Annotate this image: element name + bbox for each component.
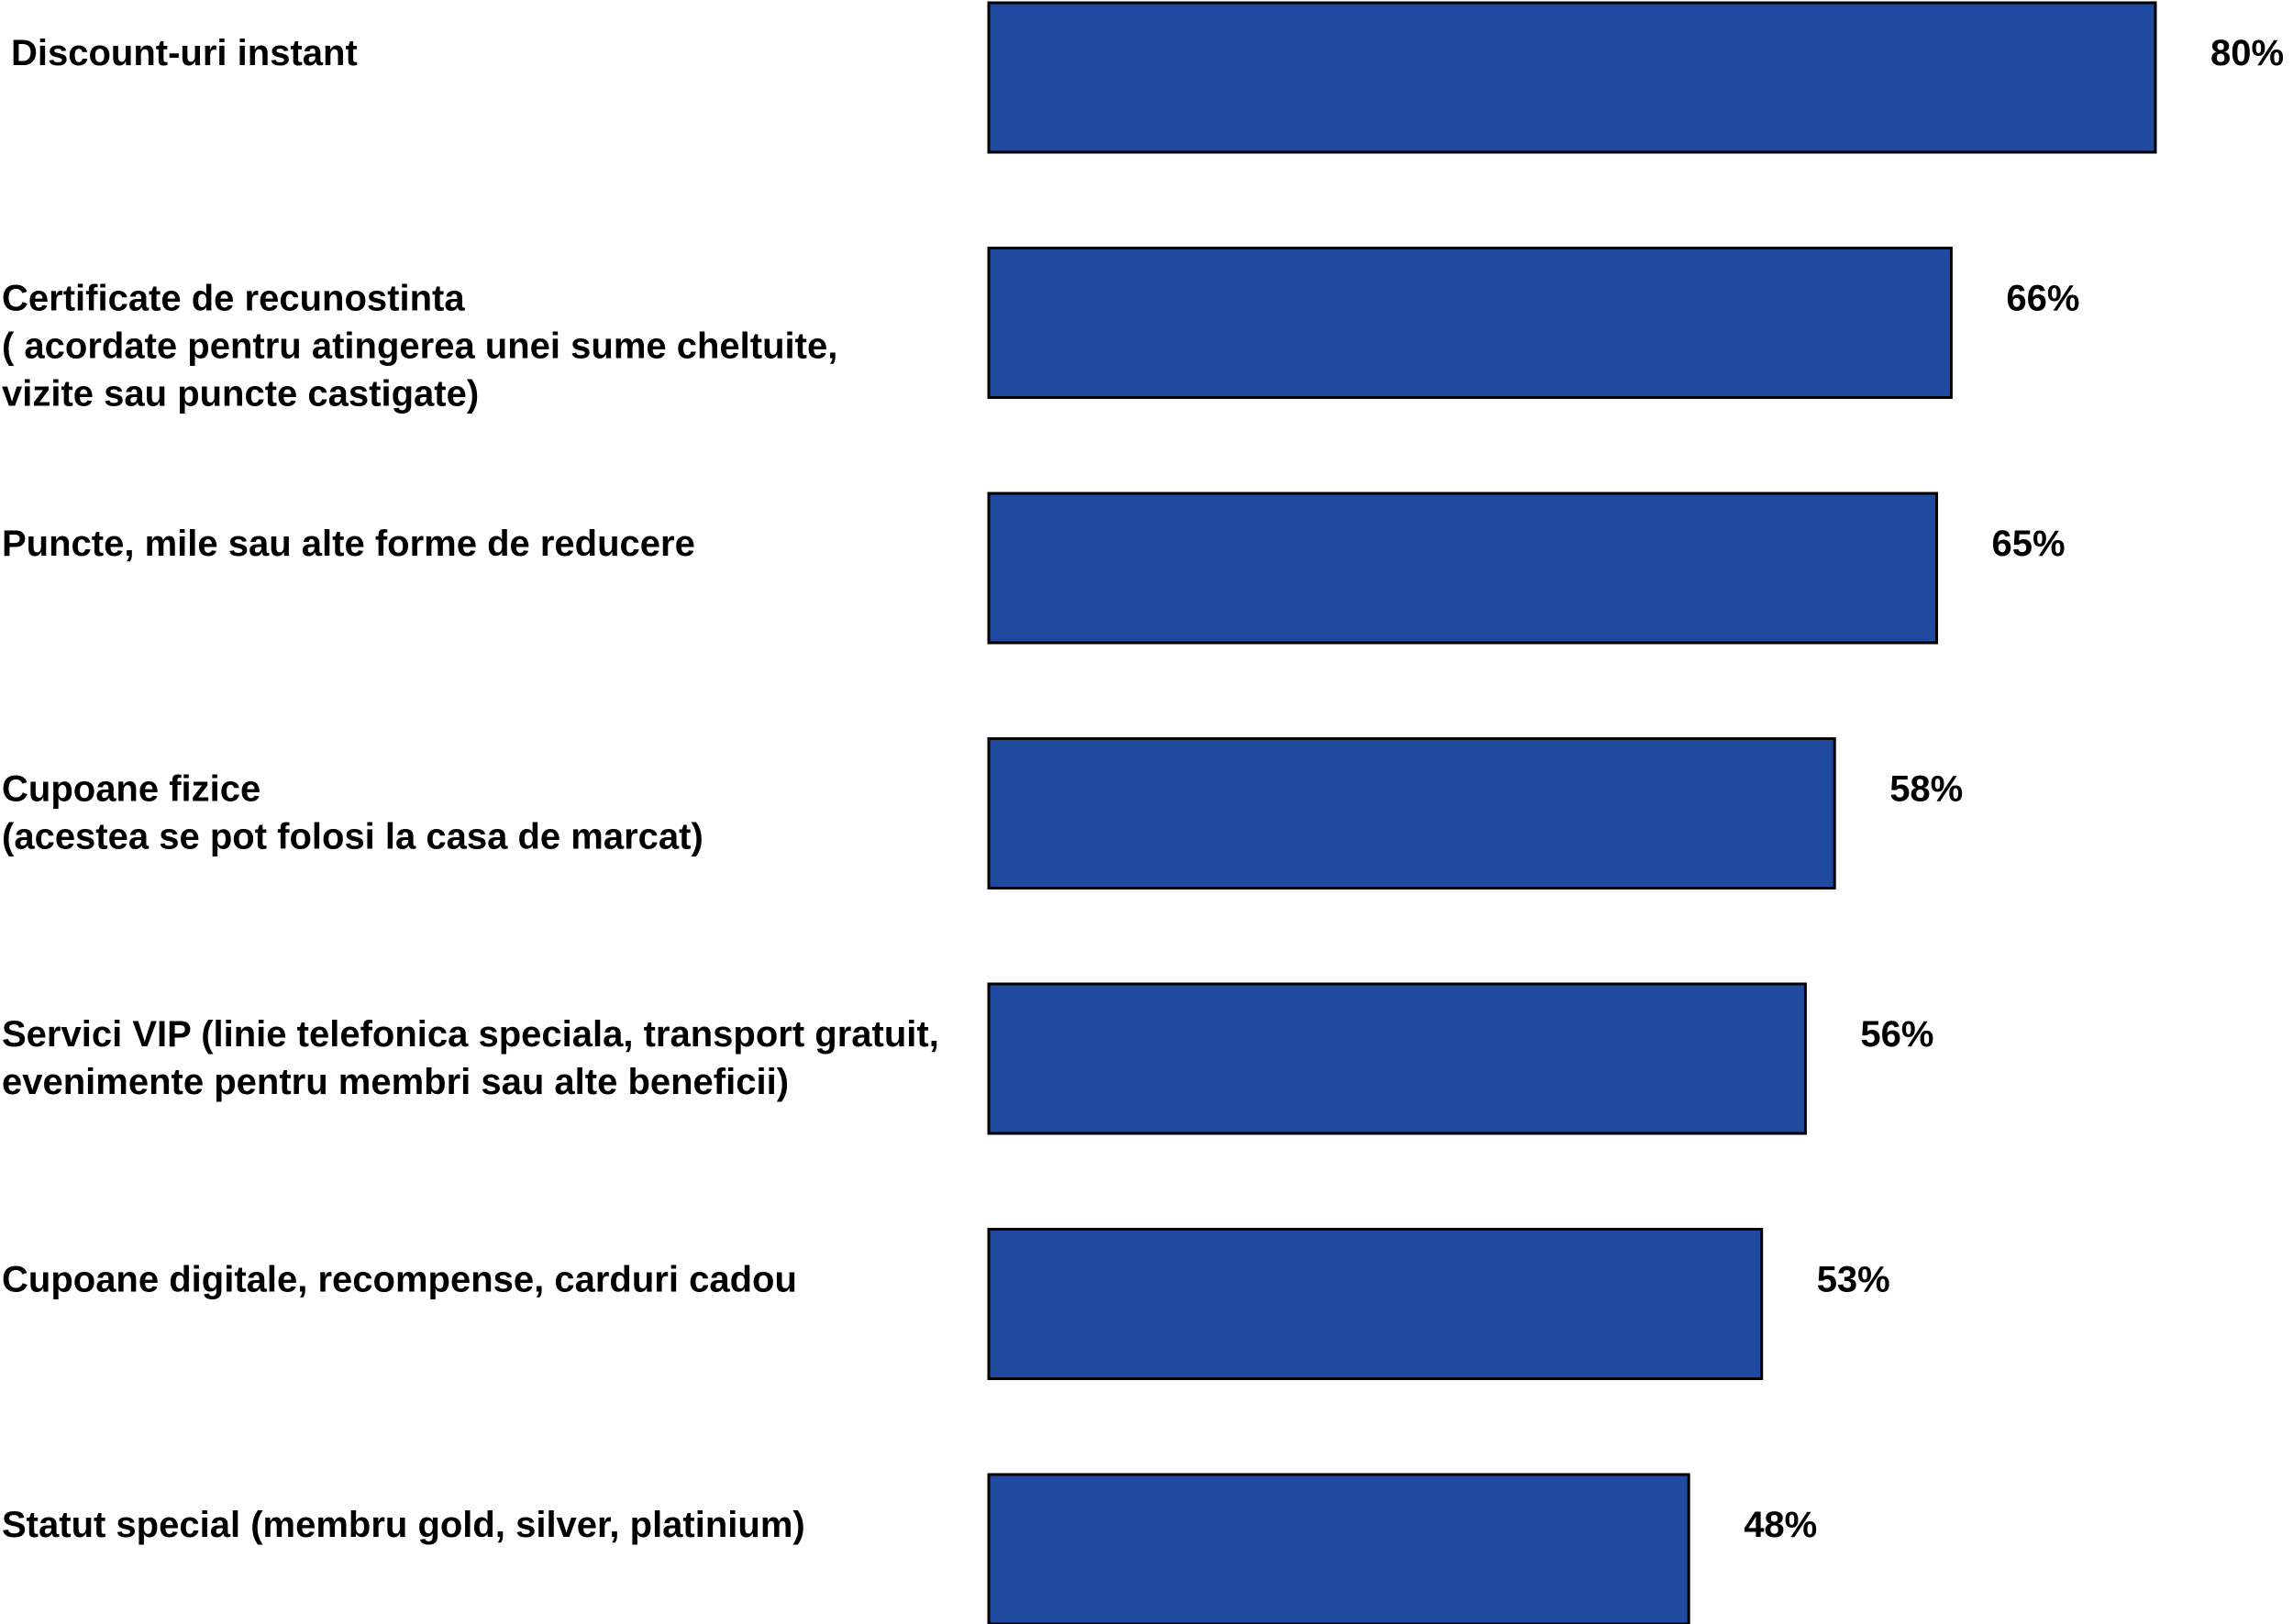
category-label-line: Certificate de recunostinta [2, 279, 465, 319]
category-label-line: Servici VIP (linie telefonica speciala, … [2, 1014, 939, 1055]
category-label-2: Certificate de recunostinta ( acordate pe… [2, 279, 837, 414]
bars [987, 1, 2157, 1624]
category-label-line: Statut special (membru gold, silver, pla… [2, 1505, 805, 1545]
value-label-3: 65% [1992, 524, 2066, 564]
category-label-line: evenimente pentru membri sau alte benefi… [2, 1062, 789, 1102]
value-label-5: 56% [1860, 1014, 1933, 1055]
bar-1 [987, 1, 2157, 154]
category-label-5: Servici VIP (linie telefonica speciala, … [2, 1014, 939, 1102]
value-label-2: 66% [2006, 279, 2079, 319]
category-label-line: Puncte, mile sau alte forme de reducere [2, 524, 695, 564]
category-labels: Discount-uri instant Certificate de recun… [2, 33, 939, 1545]
category-label-7: Statut special (membru gold, silver, pla… [2, 1505, 805, 1545]
bar-5 [987, 982, 1807, 1135]
category-label-line: Cupoane fizice [2, 769, 260, 810]
bar-6 [987, 1228, 1764, 1380]
category-label-3: Puncte, mile sau alte forme de reducere [2, 524, 695, 564]
category-label-line: ( acordate pentru atingerea unei sume ch… [2, 326, 837, 367]
category-label-4: Cupoane fizice (acestea se pot folosi la … [2, 769, 703, 857]
value-labels: 80% 66% 65% 58% 56% 53% 48% [1744, 33, 2284, 1545]
category-label-line: Discount-uri instant [11, 33, 358, 73]
value-label-7: 48% [1744, 1505, 1817, 1545]
value-label-1: 80% [2210, 33, 2284, 73]
bar-4 [987, 737, 1836, 889]
category-label-line: vizite sau puncte castigate) [2, 374, 479, 414]
bar-3 [987, 492, 1938, 645]
category-label-line: (acestea se pot folosi la casa de marcat… [2, 817, 703, 857]
bar-7 [987, 1473, 1690, 1624]
value-label-6: 53% [1817, 1260, 1890, 1300]
category-label-line: Cupoane digitale, recompense, carduri ca… [2, 1260, 797, 1300]
bar-2 [987, 247, 1953, 399]
value-label-4: 58% [1889, 769, 1963, 810]
category-label-1: Discount-uri instant [11, 33, 358, 73]
category-label-6: Cupoane digitale, recompense, carduri ca… [2, 1260, 797, 1300]
